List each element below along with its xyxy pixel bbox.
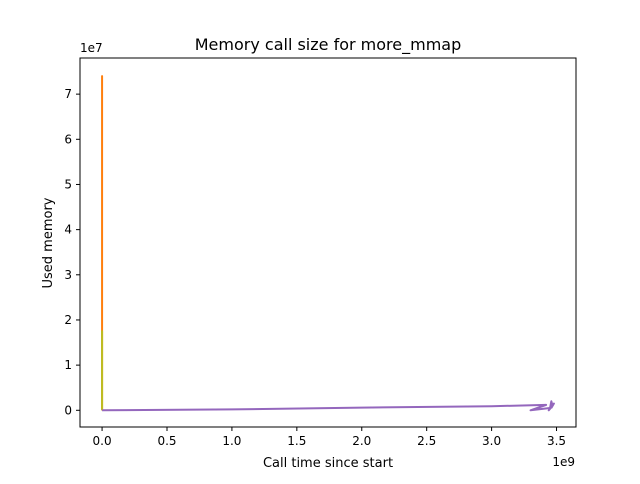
plot-frame xyxy=(79,57,577,428)
y-axis-label: Used memory xyxy=(41,197,56,288)
chart-title: Memory call size for more_mmap xyxy=(195,35,462,55)
y-tick-label: 2 xyxy=(64,313,72,327)
series-line-2 xyxy=(102,400,555,412)
y-tick-label: 1 xyxy=(64,358,72,372)
y-tick-label: 5 xyxy=(64,177,72,191)
y-tick-label: 3 xyxy=(64,268,72,282)
y-axis-offset-label: 1e7 xyxy=(80,41,103,55)
y-tick-label: 6 xyxy=(64,132,72,146)
x-tick-label: 3.0 xyxy=(482,434,501,448)
x-tick-label: 1.0 xyxy=(222,434,241,448)
x-tick-label: 1.5 xyxy=(287,434,306,448)
ticks-layer: 0.0 0.5 1.0 1.5 2.0 2.5 3.0 3.5 0 1 2 3 4 5 6 7 xyxy=(64,87,566,448)
series-layer xyxy=(101,75,555,412)
x-tick-label: 2.5 xyxy=(417,434,436,448)
y-tick-label: 4 xyxy=(64,223,72,237)
x-axis-offset-label: 1e9 xyxy=(552,455,575,469)
y-tick-label: 0 xyxy=(64,403,72,417)
x-axis-label: Call time since start xyxy=(263,456,393,471)
x-tick-label: 2.0 xyxy=(352,434,371,448)
y-tick-label: 7 xyxy=(64,87,72,101)
x-tick-label: 0.5 xyxy=(157,434,176,448)
x-tick-label: 0.0 xyxy=(93,434,112,448)
x-tick-label: 3.5 xyxy=(547,434,566,448)
